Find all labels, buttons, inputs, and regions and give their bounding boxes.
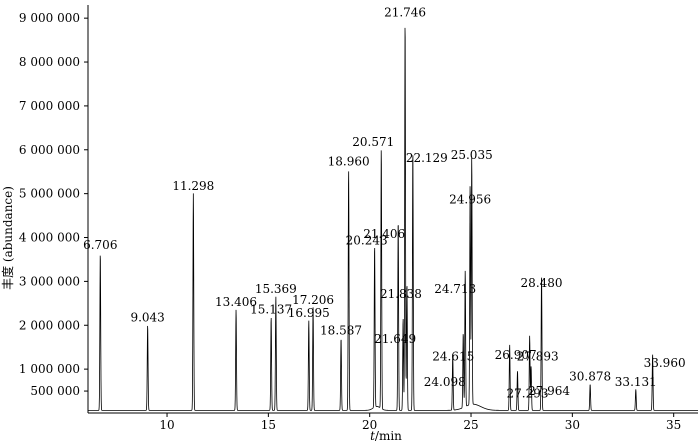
peak-label: 24.956 [449, 192, 491, 206]
y-tick-label: 3 000 000 [19, 274, 80, 288]
peak-label: 11.298 [172, 179, 214, 193]
peak-label: 9.043 [130, 310, 164, 324]
x-axis-title-var: t [370, 429, 375, 443]
peak-label: 26.907 [495, 348, 537, 362]
peak-label: 25.035 [451, 148, 493, 162]
peak-label: 21.406 [363, 227, 405, 241]
y-tick-label: 6 000 000 [19, 143, 80, 157]
y-axis-title: 丰度 (abundance) [0, 186, 15, 290]
peak-label: 21.649 [374, 332, 416, 346]
x-tick-label: 20 [362, 418, 377, 432]
y-tick-label: 500 000 [30, 384, 80, 398]
y-tick-label: 4 000 000 [19, 231, 80, 245]
x-tick-label: 35 [666, 418, 681, 432]
peak-label: 13.406 [215, 295, 257, 309]
peak-label: 33.131 [615, 375, 657, 389]
y-tick-label: 5 000 000 [19, 187, 80, 201]
peak-label: 27.893 [517, 349, 559, 363]
y-tick-label: 1 000 000 [19, 362, 80, 376]
peak-label: 15.137 [250, 303, 292, 317]
peak-label: 16.995 [288, 306, 330, 320]
peak-label: 30.878 [569, 370, 611, 384]
y-axis-ticks: 500 000 1 000 000 2 000 000 3 000 000 4 000 … [19, 11, 88, 398]
chromatogram-trace [88, 27, 698, 411]
peak-label: 18.587 [320, 324, 362, 338]
x-axis-title: t/min [370, 429, 402, 443]
x-tick-label: 25 [463, 418, 478, 432]
peak-label: 21.838 [380, 287, 422, 301]
x-tick-label: 30 [565, 418, 580, 432]
y-tick-label: 8 000 000 [19, 55, 80, 69]
peak-label: 21.746 [384, 6, 426, 20]
peak-label: 17.206 [292, 293, 334, 307]
y-tick-label: 9 000 000 [19, 11, 80, 25]
peak-label: 20.571 [352, 135, 394, 149]
plot-area [87, 5, 698, 414]
x-axis-ticks: 10 15 20 25 30 35 [159, 413, 681, 432]
peak-label: 6.706 [83, 238, 117, 252]
peak-label: 24.615 [432, 349, 474, 363]
y-tick-label: 2 000 000 [19, 318, 80, 332]
peak-label: 24.098 [424, 375, 466, 389]
x-tick-label: 15 [261, 418, 276, 432]
peak-label: 27.293 [506, 387, 548, 401]
peak-label: 15.369 [255, 282, 297, 296]
peak-label: 22.129 [406, 151, 448, 165]
peak-label: 33.960 [644, 356, 686, 370]
peak-label: 20.243 [346, 234, 388, 248]
x-axis-title-unit: /min [375, 429, 402, 443]
y-tick-label: 7 000 000 [19, 99, 80, 113]
peak-label: 18.960 [328, 155, 370, 169]
peak-label: 27.964 [528, 384, 570, 398]
peak-label: 28.480 [521, 276, 563, 290]
peak-label: 24.713 [434, 282, 476, 296]
x-tick-label: 10 [159, 418, 174, 432]
